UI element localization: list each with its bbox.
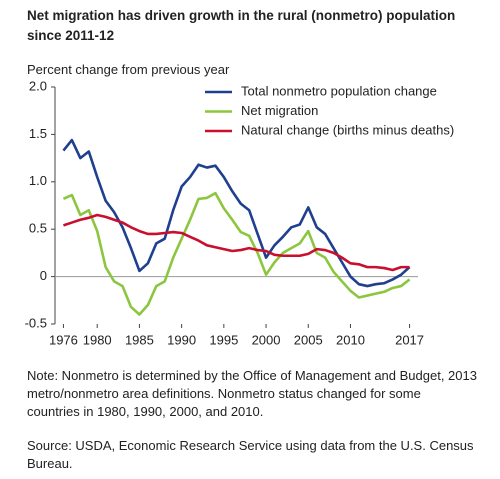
note: Note: Nonmetro is determined by the Offi…	[27, 368, 477, 419]
x-tick-label: 2017	[395, 332, 424, 347]
legend-label: Net migration	[241, 103, 318, 118]
chart-title: Net migration has driven growth in the r…	[27, 8, 456, 43]
x-tick-label: 1990	[167, 332, 196, 347]
y-tick-label: 0.5	[29, 221, 47, 236]
legend-label: Natural change (births minus deaths)	[241, 122, 454, 137]
x-tick-label: 2010	[336, 332, 365, 347]
x-tick-label: 1995	[209, 332, 238, 347]
y-axis-label: Percent change from previous year	[27, 62, 230, 77]
x-tick-label: 2005	[294, 332, 323, 347]
series-line	[62, 138, 411, 288]
y-tick-label: 0	[40, 268, 47, 283]
series-line	[62, 191, 411, 316]
legend-label: Total nonmetro population change	[241, 83, 437, 98]
x-tick-label: 1980	[83, 332, 112, 347]
x-tick-label: 2000	[252, 332, 281, 347]
source: Source: USDA, Economic Research Service …	[27, 438, 474, 471]
y-tick-label: 1.5	[29, 126, 47, 141]
y-tick-label: -0.5	[25, 315, 47, 330]
x-tick-label: 1985	[125, 332, 154, 347]
x-tick-label: 1976	[49, 332, 78, 347]
y-tick-label: 1.0	[29, 173, 47, 188]
y-tick-label: 2.0	[29, 78, 47, 93]
series-line	[63, 213, 410, 272]
